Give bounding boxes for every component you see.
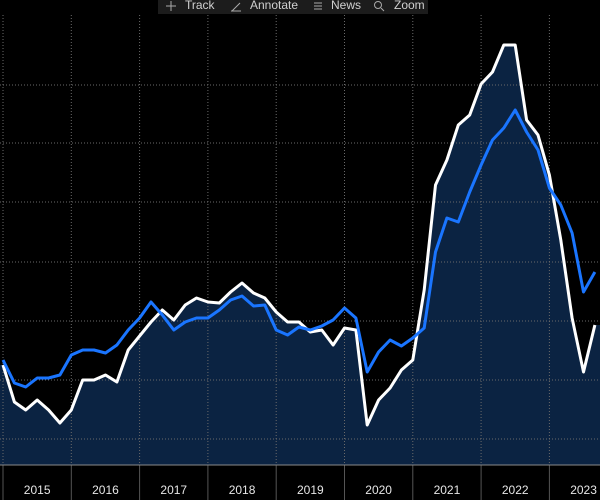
news-label[interactable]: News <box>331 0 361 12</box>
x-tick-label: 2015 <box>24 483 51 497</box>
news-icon <box>314 2 322 10</box>
area <box>0 45 600 465</box>
x-tick-label: 2021 <box>434 483 461 497</box>
zoom-icon-handle <box>380 7 385 12</box>
x-tick-label: 2016 <box>92 483 119 497</box>
toolbar-bg <box>158 0 428 14</box>
track-button[interactable]: Track <box>166 0 216 12</box>
news-button[interactable]: News <box>314 0 361 12</box>
annotate-button[interactable]: Annotate <box>231 0 298 12</box>
track-label[interactable]: Track <box>185 0 216 12</box>
track-icon <box>166 1 176 11</box>
x-tick-label: 2018 <box>229 483 256 497</box>
toolbar: Track Annotate News Zoom <box>158 0 428 14</box>
annotate-label[interactable]: Annotate <box>250 0 298 12</box>
zoom-label[interactable]: Zoom <box>394 0 425 12</box>
x-tick-label: 2020 <box>365 483 392 497</box>
zoom-button[interactable]: Zoom <box>374 0 425 12</box>
x-tick-label: 2017 <box>160 483 187 497</box>
plot-area: 2015 2016 2017 2018 2019 2020 2021 2022 2023 <box>0 15 600 500</box>
zoom-icon <box>374 1 382 9</box>
x-tick-label: 2019 <box>297 483 324 497</box>
x-tick-label: 2023 <box>570 483 597 497</box>
line <box>1 108 597 389</box>
line <box>1 43 597 427</box>
annotate-icon <box>231 2 241 12</box>
x-tick-label: 2022 <box>502 483 529 497</box>
